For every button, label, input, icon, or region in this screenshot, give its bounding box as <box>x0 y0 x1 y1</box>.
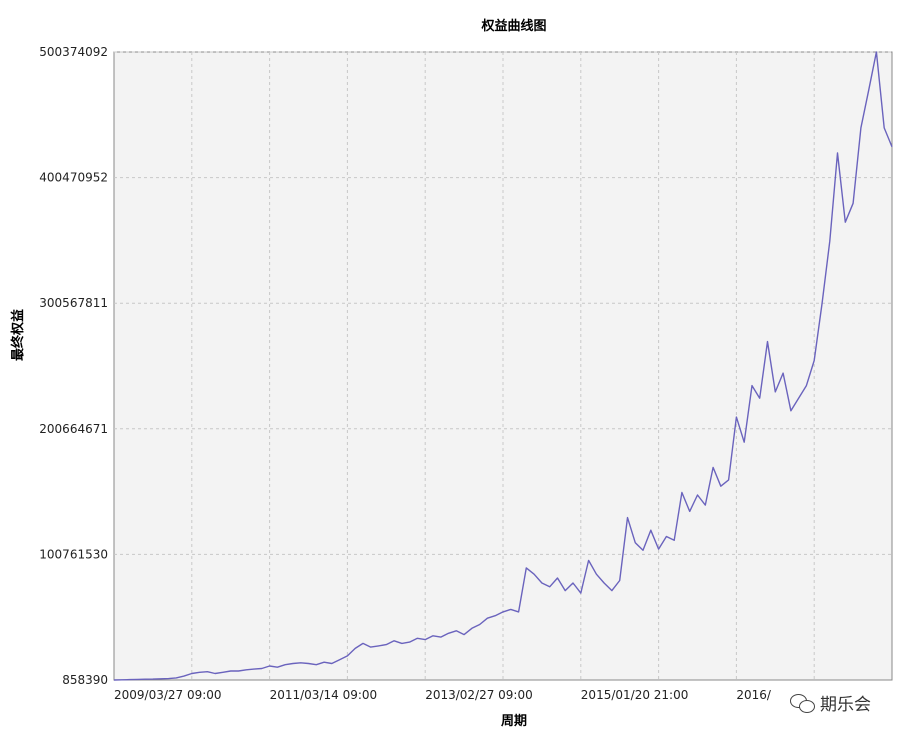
watermark-text: 期乐会 <box>820 695 871 715</box>
y-tick-label: 400470952 <box>39 171 108 185</box>
y-tick-label: 500374092 <box>39 45 108 59</box>
y-tick-label: 100761530 <box>39 547 108 561</box>
x-tick-label: 2009/03/27 09:00 <box>114 688 222 702</box>
x-axis-label: 周期 <box>501 714 527 729</box>
y-axis-label: 最终权益 <box>10 309 26 361</box>
grid-lines <box>114 51 892 680</box>
y-tick-label: 200664671 <box>39 422 108 436</box>
x-tick-label: 2013/02/27 09:00 <box>425 688 533 702</box>
x-tick-label: 2011/03/14 09:00 <box>270 688 378 702</box>
x-axis-ticks: 2009/03/27 09:00 2011/03/14 09:00 2013/02/… <box>114 688 772 702</box>
equity-series-line <box>113 51 893 681</box>
y-tick-label: 858390 <box>62 673 108 687</box>
series-group <box>113 51 893 681</box>
y-tick-label: 300567811 <box>39 296 108 310</box>
watermark: 期乐会 <box>790 690 871 715</box>
x-tick-label: 2016/ <box>736 688 772 702</box>
wechat-icon <box>790 692 816 714</box>
y-axis-ticks: 858390 100761530 200664671 300567811 4004709… <box>39 45 108 687</box>
x-tick-label: 2015/01/20 21:00 <box>581 688 689 702</box>
chart-title: 权益曲线图 <box>480 18 546 34</box>
